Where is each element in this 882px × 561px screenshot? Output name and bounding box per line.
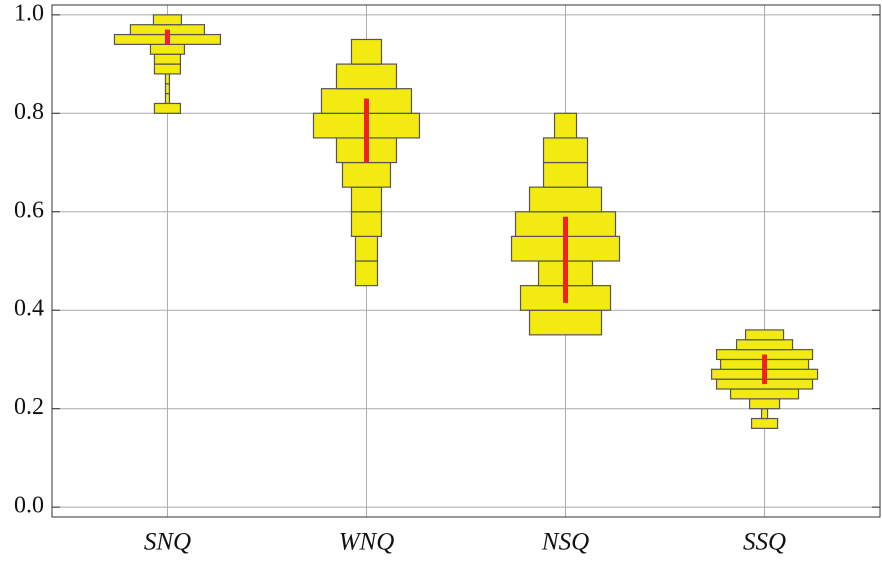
x-tick-label: SNQ: [144, 529, 191, 556]
histogram-bar: [335, 63, 398, 90]
histogram-bar: [341, 161, 392, 188]
y-tick-label: 0.4: [14, 296, 44, 322]
histogram-bar: [528, 186, 603, 213]
histogram-bar: [354, 260, 379, 287]
histogram-bar: [735, 339, 794, 351]
histogram-bar: [350, 186, 383, 213]
histogram-bar: [760, 408, 769, 420]
histogram-bar: [164, 83, 171, 95]
histogram-bar: [542, 137, 589, 164]
histogram-bar: [149, 43, 186, 55]
y-tick-label: 0.8: [14, 99, 44, 125]
x-tick-label: WNQ: [339, 529, 395, 556]
histogram-bar: [750, 417, 779, 429]
histogram-bar: [748, 398, 781, 410]
x-tick-label: NSQ: [541, 529, 589, 556]
histogram-bar: [152, 14, 183, 26]
histogram-bar: [354, 235, 379, 262]
plot-frame: [51, 4, 881, 518]
histogram-bar: [153, 53, 182, 65]
histogram-bar: [164, 93, 171, 105]
histogram-bar: [350, 38, 383, 65]
histogram-bar: [153, 63, 182, 75]
y-tick-label: 0.0: [14, 493, 44, 519]
histogram-bar: [729, 388, 800, 400]
y-tick-label: 1.0: [14, 0, 44, 26]
y-tick-label: 0.6: [14, 197, 44, 223]
y-tick-label: 0.2: [14, 394, 44, 420]
x-tick-label: SSQ: [743, 529, 786, 556]
histogram-bar: [542, 161, 589, 188]
histogram-bar: [350, 211, 383, 237]
histogram-bar: [744, 329, 785, 341]
histogram-bar: [528, 309, 603, 336]
histogram-bar: [164, 73, 171, 85]
histogram-bar: [153, 102, 182, 114]
histogram-bar: [553, 112, 578, 139]
